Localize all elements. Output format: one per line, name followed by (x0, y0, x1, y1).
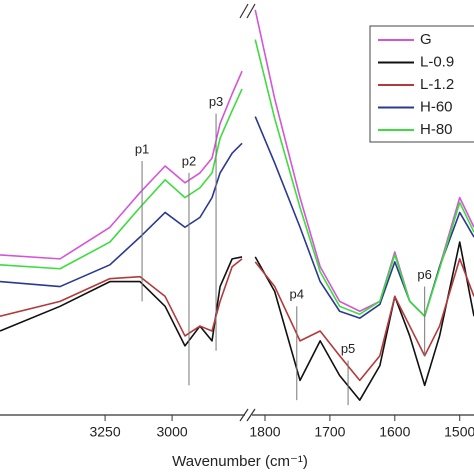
x-tick-label: 1700 (314, 424, 345, 440)
series-line (0, 142, 243, 288)
x-tick-label: 3000 (157, 424, 188, 440)
legend-label: H-80 (420, 121, 453, 138)
legend-label: L-1.2 (420, 76, 454, 93)
series-line (0, 256, 243, 347)
x-tick-label: 1500 (444, 424, 474, 440)
annotation-label: p2 (182, 153, 196, 168)
series-line (254, 241, 474, 401)
series-line (254, 116, 474, 319)
annotation-label: p6 (417, 267, 431, 282)
series-line (0, 70, 243, 260)
legend-label: H-60 (420, 98, 453, 115)
x-tick-label: 1600 (379, 424, 410, 440)
x-axis-label: Wavenumber (cm⁻¹) (172, 453, 308, 470)
annotation-label: p1 (135, 141, 149, 156)
series-line (254, 258, 474, 382)
axis-break (246, 3, 256, 19)
legend-label: G (420, 31, 432, 48)
axis-break (246, 408, 256, 422)
axis-break (239, 408, 249, 422)
annotation-label: p4 (290, 287, 304, 302)
series-line (254, 39, 474, 317)
axis-break (239, 3, 249, 19)
annotation-label: p5 (341, 341, 355, 356)
x-tick-label: 3250 (89, 424, 120, 440)
x-tick-label: 1800 (249, 424, 280, 440)
series-line (0, 88, 243, 270)
annotation-label: p3 (209, 94, 223, 109)
series-line (0, 258, 243, 337)
legend-label: L-0.9 (420, 53, 454, 70)
